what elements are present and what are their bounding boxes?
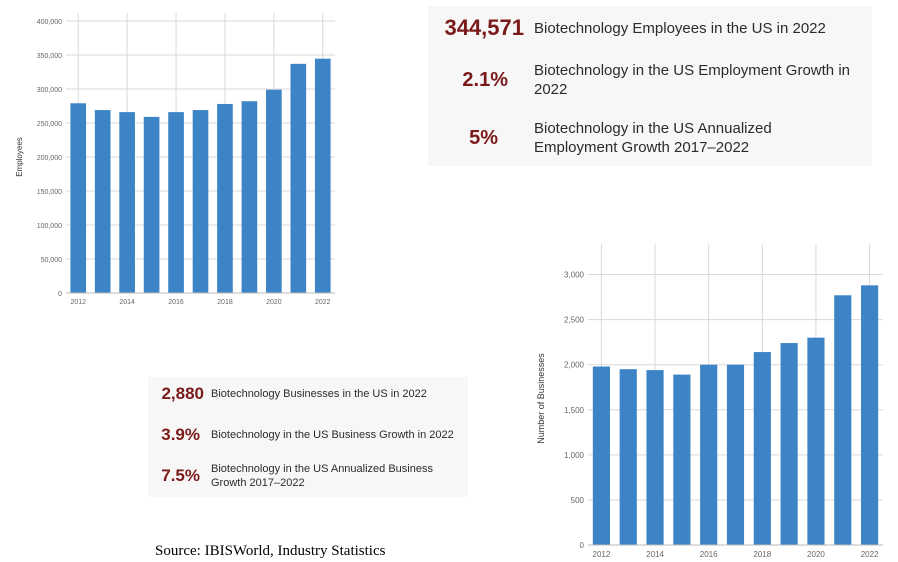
stat-value: 3.9%	[161, 425, 200, 444]
employees-chart-svg: 0 50,000 100,000 150,000 200,000 250,000 300,0…	[15, 13, 335, 306]
x-tick-label: 2016	[168, 299, 184, 306]
stat-businesses: 2,880 Biotechnology Businesses in the US…	[148, 381, 468, 407]
businesses-chart: 0 500 1,000 1,500 2,000 2,500 3,000 2012 2014 201…	[508, 212, 894, 562]
y-tick-label: 350,000	[37, 53, 62, 60]
bar-2015	[673, 374, 691, 545]
bar-2018	[217, 103, 233, 294]
y-tick-label: 100,000	[37, 223, 62, 230]
x-tick-label: 2020	[807, 550, 825, 559]
y-tick-label: 3,000	[564, 271, 585, 280]
stat-value: 2.1%	[462, 68, 508, 91]
bar-2018	[753, 352, 771, 545]
x-tick-label: 2012	[70, 299, 86, 306]
stat-label: Biotechnology Employees in the US in 202…	[534, 19, 826, 37]
y-tick-label: 150,000	[37, 189, 62, 196]
x-tick-label: 2014	[646, 550, 664, 559]
bar-2019	[780, 343, 798, 545]
bar-2022	[861, 285, 879, 545]
stat-label: Biotechnology in the US Business Growth …	[211, 429, 454, 441]
x-tick-label: 2022	[315, 299, 331, 306]
x-tick-label: 2020	[266, 299, 282, 306]
bar-2016	[700, 364, 718, 545]
bar-2013	[619, 369, 637, 545]
bar-2021	[834, 295, 852, 545]
y-axis-title: Employees	[15, 137, 24, 177]
employment-stats-panel: 344,571 Biotechnology Employees in the U…	[428, 6, 872, 166]
stat-value: 344,571	[444, 15, 524, 40]
bar-2015	[143, 116, 160, 293]
employees-chart: 0 50,000 100,000 150,000 200,000 250,000 300,0…	[0, 8, 362, 313]
y-tick-label: 2,500	[564, 316, 585, 325]
stat-employees: 344,571 Biotechnology Employees in the U…	[428, 10, 872, 46]
bar-2012	[70, 103, 87, 293]
bar-2022	[314, 58, 331, 294]
y-axis-title: Number of Businesses	[536, 353, 546, 444]
x-tick-label: 2012	[593, 550, 611, 559]
bar-2016	[168, 112, 184, 294]
bar-2017	[192, 110, 209, 293]
y-tick-label: 500	[571, 496, 585, 505]
y-tick-label: 0	[580, 541, 585, 550]
stat-annualized-employment-growth: 5% Biotechnology in the US Annualized Em…	[428, 116, 872, 160]
bar-2017	[726, 364, 745, 545]
y-tick-label: 400,000	[37, 19, 62, 26]
bar-2014	[646, 370, 664, 545]
businesses-chart-svg: 0 500 1,000 1,500 2,000 2,500 3,000 2012 2014 201…	[536, 244, 883, 559]
x-tick-label: 2016	[700, 550, 718, 559]
x-tick-label: 2014	[119, 299, 135, 306]
y-tick-label: 0	[58, 291, 62, 298]
source-note: Source: IBISWorld, Industry Statistics	[155, 543, 386, 559]
bar-2020	[266, 89, 282, 294]
y-tick-label: 50,000	[41, 257, 63, 264]
y-tick-label: 1,000	[564, 451, 585, 460]
bar-2020	[807, 337, 825, 545]
x-tick-label: 2022	[861, 550, 879, 559]
bar-2012	[592, 366, 610, 545]
stat-value: 2,880	[161, 384, 204, 403]
bar-2014	[119, 112, 135, 294]
x-tick-label: 2018	[753, 550, 771, 559]
business-stats-panel: 2,880 Biotechnology Businesses in the US…	[148, 377, 468, 497]
stat-label: Biotechnology Businesses in the US in 20…	[211, 388, 427, 400]
stat-employment-growth: 2.1% Biotechnology in the US Employment …	[428, 58, 872, 102]
bar-2019	[241, 101, 258, 294]
stat-label: Biotechnology in the US Annualized Emplo…	[534, 120, 772, 156]
y-tick-label: 300,000	[37, 87, 62, 94]
y-tick-label: 250,000	[37, 121, 62, 128]
stat-business-growth: 3.9% Biotechnology in the US Business Gr…	[148, 422, 468, 448]
stat-value: 5%	[469, 126, 498, 149]
bar-2021	[290, 63, 307, 294]
y-tick-label: 2,000	[564, 361, 585, 370]
stat-label: Biotechnology in the US Employment Growt…	[534, 62, 850, 98]
y-tick-label: 200,000	[37, 155, 62, 162]
stat-annualized-business-growth: 7.5% Biotechnology in the US Annualized …	[148, 459, 468, 493]
stat-label: Biotechnology in the US Annualized Busin…	[211, 463, 433, 489]
stat-value: 7.5%	[161, 466, 200, 485]
y-tick-label: 1,500	[564, 406, 585, 415]
bar-2013	[94, 110, 111, 293]
x-tick-label: 2018	[217, 299, 233, 306]
